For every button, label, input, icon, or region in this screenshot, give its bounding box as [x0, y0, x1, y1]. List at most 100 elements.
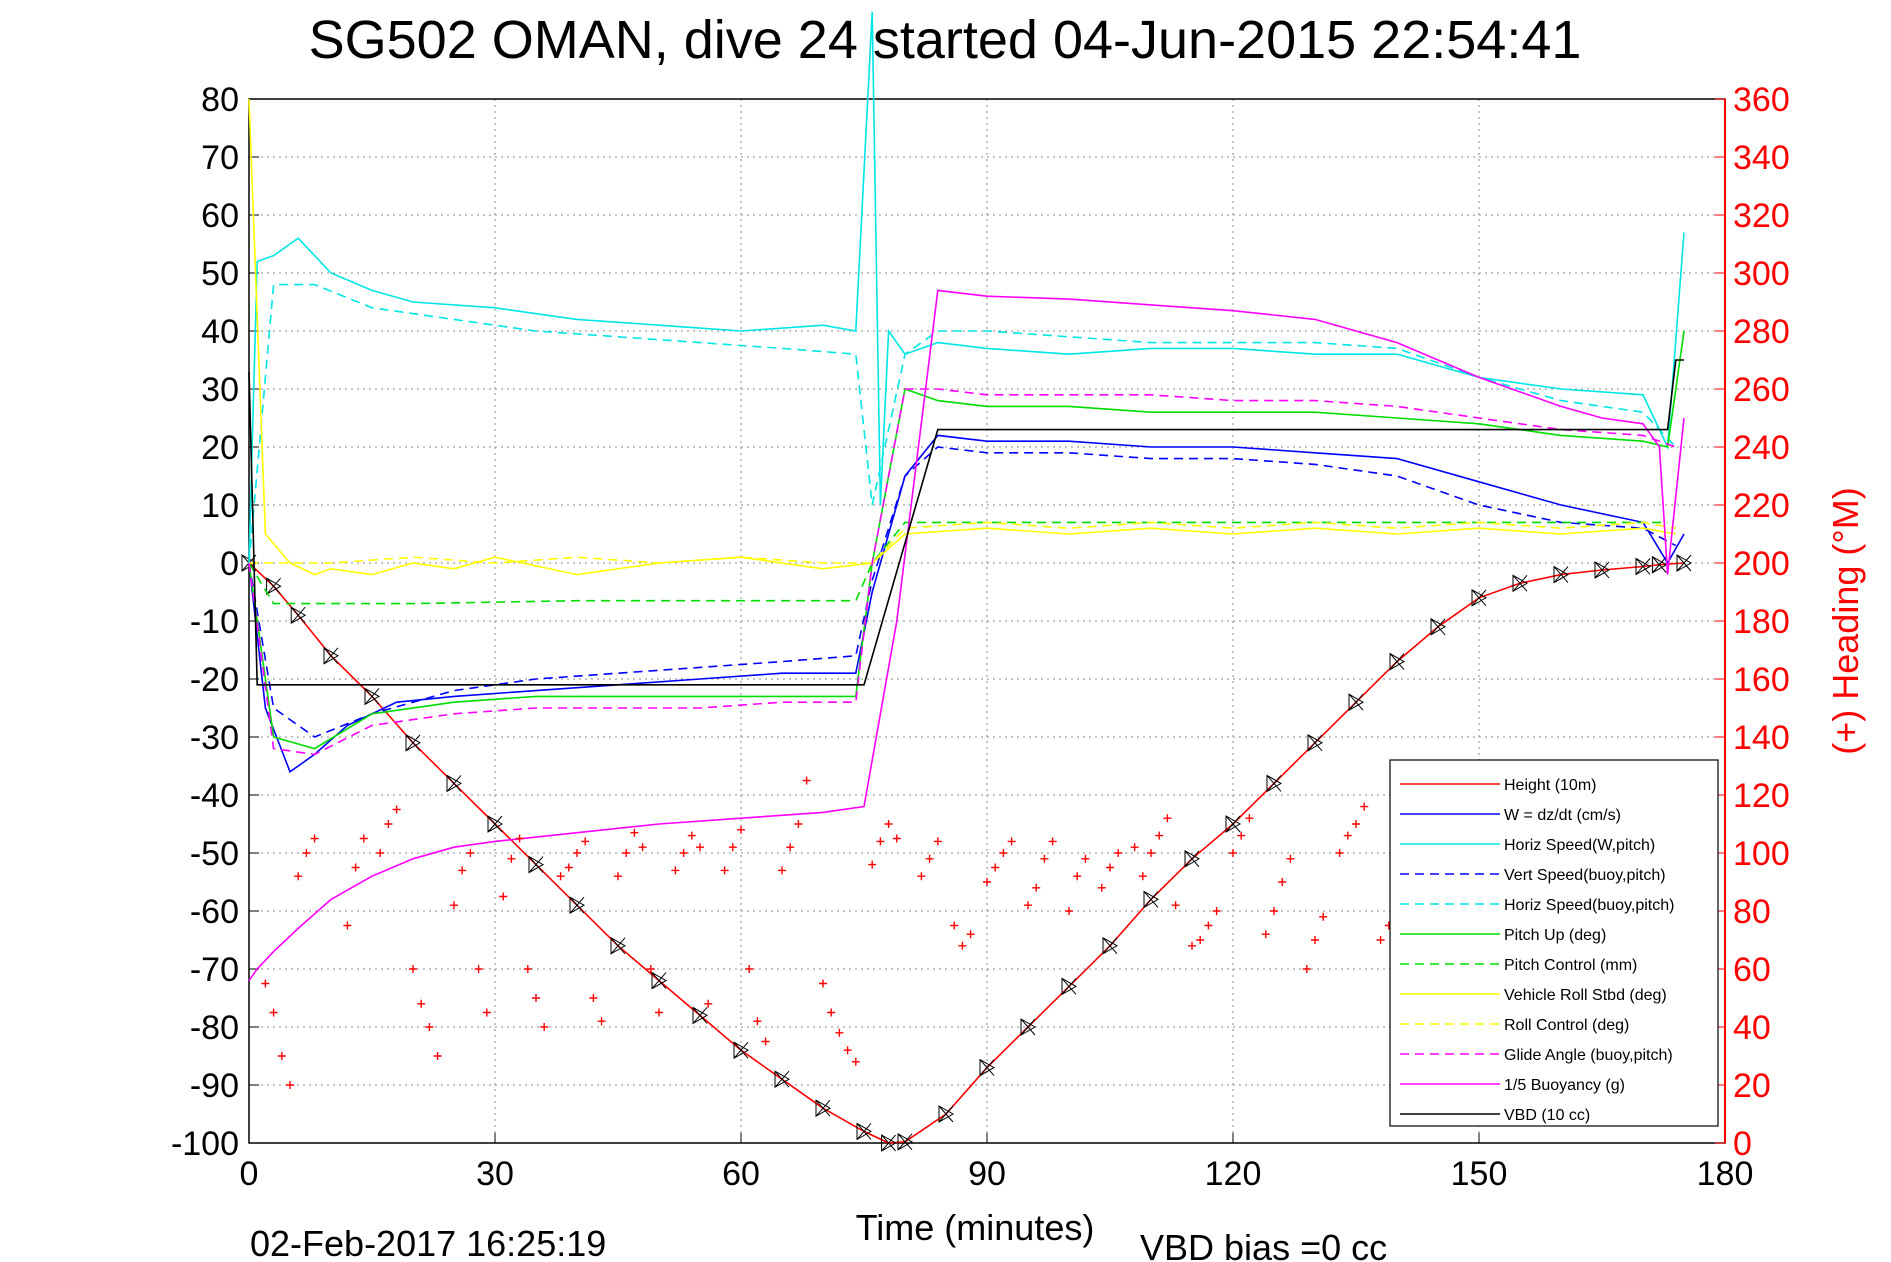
heading-marker: [343, 921, 352, 930]
y-tick-label: 0: [220, 545, 239, 583]
heading-marker: [1270, 907, 1278, 915]
heading-marker: [1024, 901, 1032, 910]
heading-marker: [384, 820, 393, 828]
height-point-marker: [446, 774, 463, 793]
height-point-marker: [815, 1099, 832, 1118]
height-point-marker: [1061, 977, 1078, 996]
y-tick-label: 10: [201, 487, 239, 525]
heading-marker: [425, 1023, 434, 1031]
heading-marker: [835, 1028, 844, 1037]
y-tick-label: -10: [190, 603, 239, 641]
heading-marker: [704, 999, 713, 1008]
y-tick-label: -100: [171, 1125, 239, 1163]
height-point-marker: [569, 896, 586, 915]
height-point-marker: [1020, 1018, 1037, 1036]
y2-tick-label: 200: [1733, 545, 1790, 583]
heading-marker: [1343, 831, 1352, 840]
height-point-marker: [364, 687, 381, 706]
heading-marker: [868, 860, 877, 869]
y2-axis-label: (+) Heading (°M): [1825, 487, 1866, 754]
y-tick-label: -40: [190, 777, 239, 815]
y2-tick-label: 180: [1733, 603, 1790, 641]
series-line-6: [248, 521, 1668, 605]
height-point-marker: [1389, 652, 1406, 671]
y-tick-label: -50: [190, 835, 239, 873]
x-tick-label: 0: [240, 1155, 259, 1193]
heading-marker: [1130, 843, 1139, 852]
heading-marker: [1196, 936, 1205, 944]
height-point-marker: [1635, 557, 1652, 576]
heading-marker: [589, 994, 598, 1002]
heading-marker: [950, 921, 959, 930]
legend-entry-6: Pitch Control (mm): [1504, 957, 1637, 974]
height-point-marker: [1102, 936, 1119, 955]
heading-marker: [655, 1008, 663, 1017]
heading-marker: [277, 1052, 286, 1060]
heading-marker: [843, 1046, 852, 1055]
y-tick-label: 20: [201, 429, 239, 467]
heading-marker: [851, 1057, 860, 1066]
heading-marker: [1163, 814, 1172, 823]
heading-marker: [302, 849, 311, 857]
heading-marker: [737, 825, 745, 834]
y-tick-label: -30: [190, 719, 239, 757]
heading-markers: [261, 776, 1451, 1089]
height-point-marker: [692, 1006, 709, 1025]
heading-marker: [1261, 930, 1270, 939]
heading-marker: [753, 1017, 762, 1026]
heading-marker: [351, 863, 360, 872]
heading-marker: [687, 831, 696, 840]
heading-marker: [1155, 831, 1164, 840]
height-point-marker: [774, 1070, 791, 1089]
heading-marker: [1278, 878, 1287, 886]
x-axis-label: Time (minutes): [856, 1207, 1095, 1248]
heading-marker: [573, 849, 581, 857]
x-tick-label: 180: [1697, 1155, 1754, 1193]
heading-marker: [1237, 831, 1246, 840]
heading-marker: [597, 1017, 606, 1026]
heading-marker: [966, 930, 975, 939]
y2-tick-label: 280: [1733, 313, 1790, 351]
heading-marker: [778, 866, 786, 875]
y-tick-label: 40: [201, 313, 239, 351]
heading-marker: [876, 837, 885, 846]
heading-marker: [466, 849, 475, 857]
x-tick-label: 60: [722, 1155, 760, 1193]
heading-marker: [720, 866, 729, 875]
heading-marker: [1171, 901, 1180, 910]
height-point-marker: [1553, 565, 1570, 584]
heading-marker: [1335, 849, 1344, 857]
y2-tick-label: 20: [1733, 1067, 1771, 1105]
heading-marker: [917, 872, 926, 881]
heading-marker: [1212, 907, 1221, 915]
heading-marker: [1319, 912, 1328, 921]
heading-marker: [294, 872, 303, 881]
height-point-marker: [1512, 574, 1529, 593]
heading-marker: [728, 843, 737, 852]
legend-entry-10: 1/5 Buoyancy (g): [1504, 1077, 1625, 1094]
height-point-marker: [1348, 693, 1365, 712]
heading-marker: [1204, 921, 1213, 930]
x-tick-label: 120: [1205, 1155, 1262, 1193]
heading-marker: [1106, 863, 1114, 872]
heading-marker: [523, 965, 532, 973]
y2-tick-label: 160: [1733, 661, 1790, 699]
height-point-marker: [1307, 733, 1324, 752]
heading-marker: [1302, 965, 1311, 973]
heading-marker: [392, 805, 401, 814]
series-line-5: [248, 330, 1685, 750]
y2-tick-label: 140: [1733, 719, 1790, 757]
y2-tick-label: 120: [1733, 777, 1790, 815]
series-line-1: [248, 434, 1685, 774]
heading-marker: [819, 979, 827, 988]
legend-entry-1: W = dz/dt (cm/s): [1504, 807, 1621, 824]
y-tick-label: 30: [201, 371, 239, 409]
heading-marker: [474, 965, 483, 973]
footer-timestamp: 02-Feb-2017 16:25:19: [250, 1223, 606, 1262]
heading-marker: [696, 843, 704, 852]
heading-marker: [507, 854, 516, 863]
heading-marker: [1097, 883, 1106, 892]
height-point-marker: [1266, 774, 1283, 793]
height-point-marker: [1184, 849, 1201, 868]
heading-marker: [450, 901, 458, 910]
